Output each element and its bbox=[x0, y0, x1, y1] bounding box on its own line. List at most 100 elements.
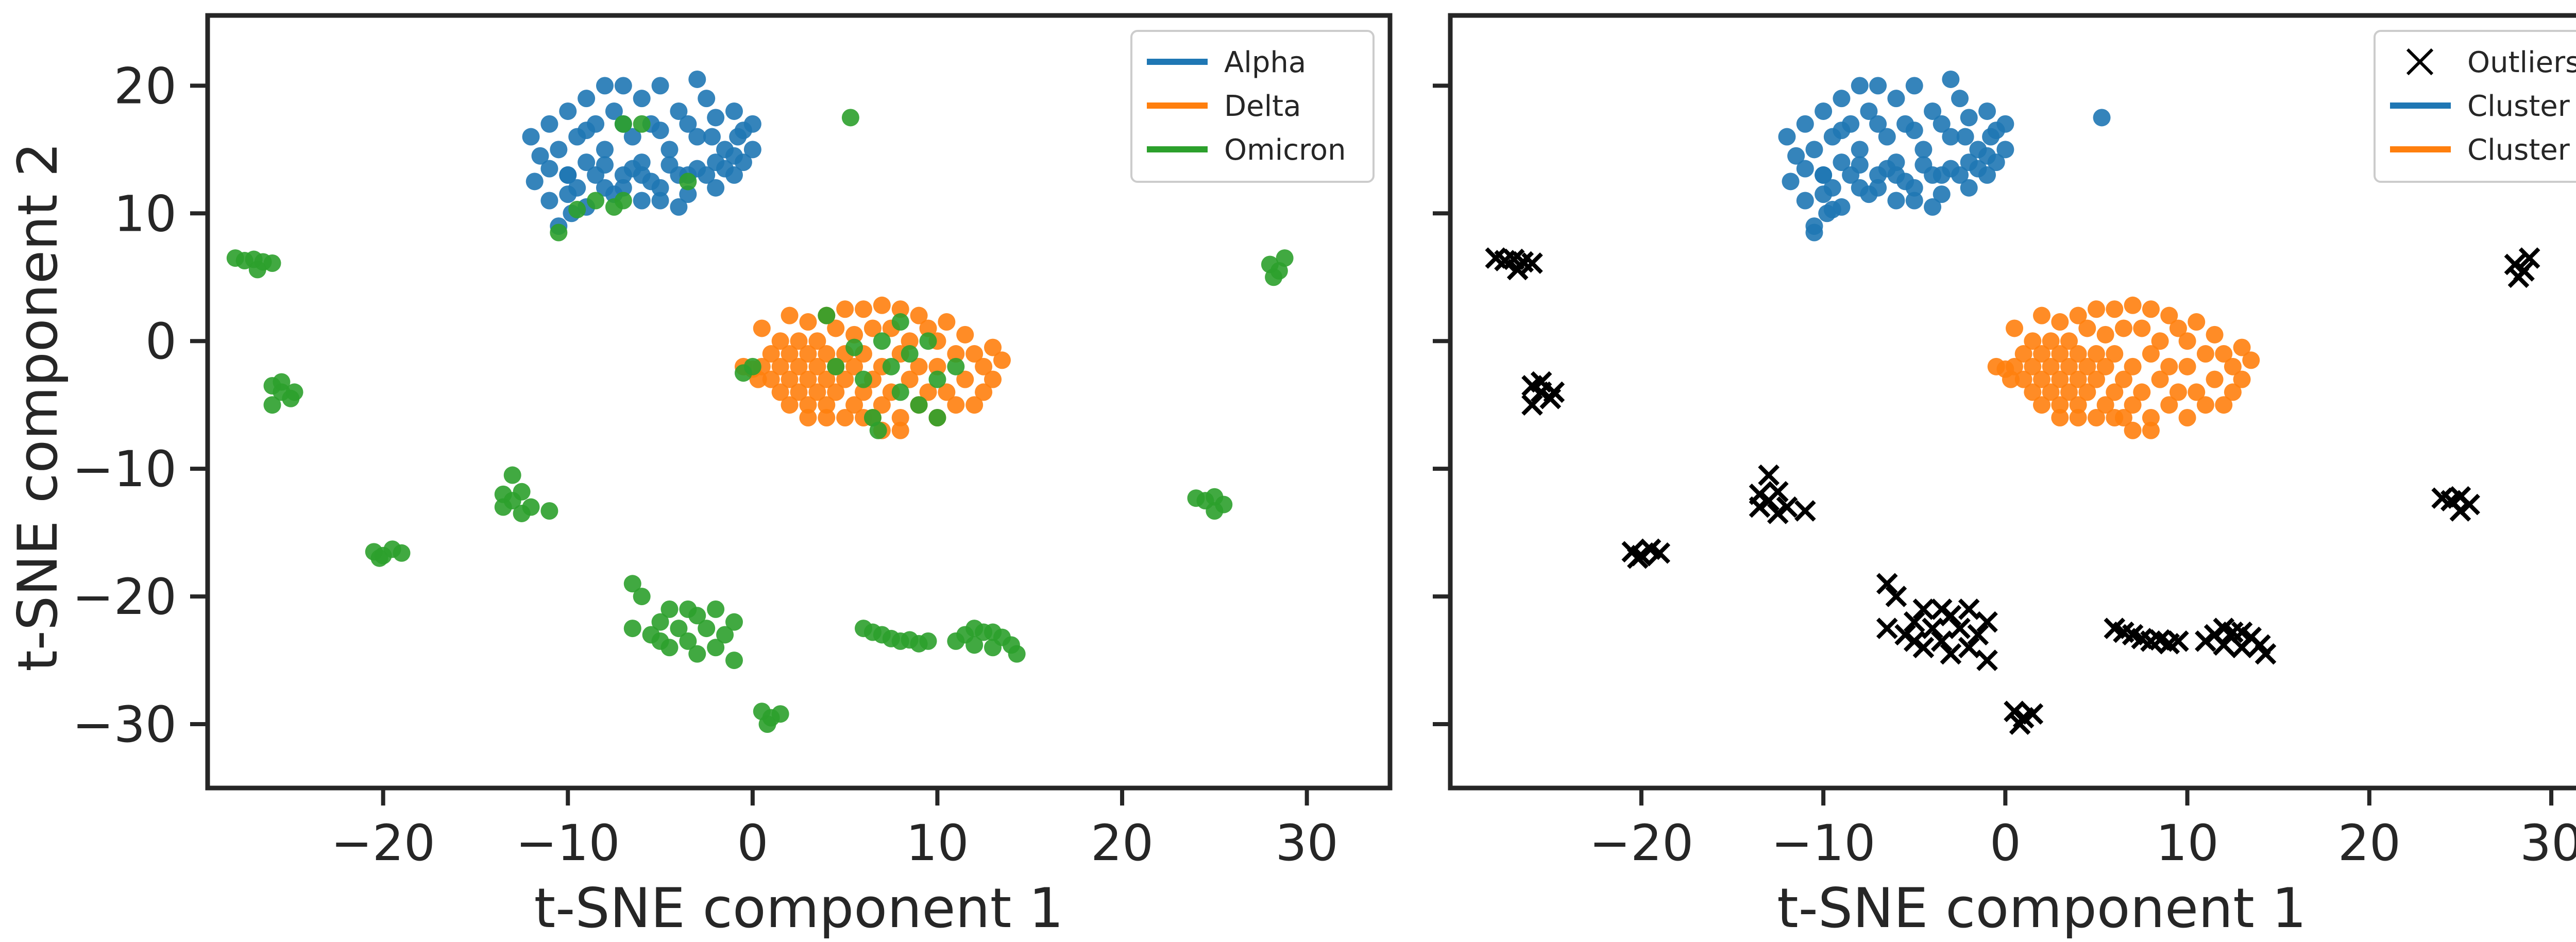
right-point-cluster-0-51 bbox=[1978, 147, 1996, 165]
right-point-outliers-64 bbox=[2231, 621, 2253, 643]
right-point-cluster-0-35 bbox=[1996, 141, 2014, 159]
right-x-tick-label-2: 0 bbox=[1990, 814, 2021, 872]
left-point-omicron-31 bbox=[670, 620, 688, 638]
left-y-tick-label-5: −30 bbox=[72, 696, 177, 753]
right-point-cluster-0-20 bbox=[1905, 192, 1923, 210]
left-point-omicron-35 bbox=[707, 639, 725, 657]
left-point-delta-61 bbox=[938, 313, 956, 331]
right-point-outliers-43 bbox=[1976, 649, 1998, 671]
right-point-cluster-1-43 bbox=[2124, 357, 2142, 375]
left-point-omicron-64 bbox=[984, 623, 1002, 641]
right-point-cluster-0-12 bbox=[1860, 102, 1878, 120]
right-point-outliers-40 bbox=[1930, 598, 1953, 620]
left-point-delta-35 bbox=[845, 396, 863, 414]
left-point-alpha-28 bbox=[707, 109, 725, 127]
left-point-alpha-42 bbox=[633, 192, 651, 210]
left-point-alpha-67 bbox=[679, 115, 697, 133]
left-point-delta-6 bbox=[781, 306, 799, 324]
left-point-delta-23 bbox=[818, 370, 836, 388]
right-point-cluster-1-1 bbox=[2014, 345, 2032, 363]
left-point-omicron-58 bbox=[965, 636, 984, 654]
left-point-delta-34 bbox=[845, 357, 863, 375]
right-legend-label-cluster-1: Cluster 1 bbox=[2467, 133, 2576, 167]
right-point-outliers-23 bbox=[1749, 496, 1771, 518]
right-point-cluster-1-16 bbox=[2051, 396, 2069, 414]
left-point-omicron-26 bbox=[633, 588, 651, 606]
left-point-omicron-27 bbox=[623, 620, 641, 638]
left-point-alpha-37 bbox=[540, 192, 558, 210]
right-point-outliers-73 bbox=[2518, 247, 2540, 269]
left-point-alpha-3 bbox=[550, 141, 568, 159]
right-point-cluster-1-15 bbox=[2051, 370, 2069, 388]
right-point-cluster-1-10 bbox=[2042, 332, 2060, 350]
right-point-cluster-1-49 bbox=[2142, 345, 2160, 363]
left-point-delta-18 bbox=[808, 332, 826, 350]
left-scatter-points bbox=[226, 70, 1294, 733]
left-point-omicron-38 bbox=[716, 626, 734, 644]
left-point-alpha-43 bbox=[670, 198, 688, 216]
left-point-alpha-34 bbox=[743, 115, 761, 133]
right-point-cluster-0-16 bbox=[1887, 90, 1905, 108]
left-point-delta-13 bbox=[799, 313, 817, 331]
left-point-delta-25 bbox=[818, 408, 836, 426]
left-point-delta-52 bbox=[901, 370, 919, 388]
right-y-ticks bbox=[1433, 83, 1450, 727]
left-point-delta-70 bbox=[975, 383, 993, 401]
left-legend-box bbox=[1130, 30, 1375, 183]
right-point-cluster-0-72 bbox=[1823, 200, 1841, 218]
left-point-alpha-54 bbox=[568, 179, 586, 197]
left-point-omicron-89 bbox=[873, 332, 891, 350]
left-y-tick-label-2: 0 bbox=[145, 313, 177, 370]
right-point-cluster-1-18 bbox=[2060, 332, 2078, 350]
right-point-cluster-1-68 bbox=[2215, 396, 2233, 414]
left-point-omicron-74 bbox=[1265, 268, 1283, 286]
left-point-omicron-16 bbox=[370, 549, 388, 567]
left-point-omicron-85 bbox=[827, 357, 845, 375]
left-point-delta-51 bbox=[901, 332, 919, 350]
left-y-tick-label-0: 20 bbox=[114, 57, 177, 115]
right-point-cluster-1-5 bbox=[2024, 383, 2042, 401]
left-point-omicron-11 bbox=[285, 383, 303, 401]
left-point-alpha-58 bbox=[698, 166, 716, 184]
left-point-omicron-97 bbox=[928, 408, 946, 426]
right-point-cluster-1-66 bbox=[2206, 370, 2224, 388]
left-point-alpha-12 bbox=[605, 102, 623, 120]
left-point-delta-64 bbox=[947, 396, 965, 414]
right-point-outliers-27 bbox=[1876, 618, 1898, 639]
left-point-omicron-4 bbox=[263, 254, 281, 272]
right-point-outliers-58 bbox=[2213, 634, 2235, 656]
right-point-cluster-0-28 bbox=[1960, 109, 1978, 127]
right-point-cluster-1-67 bbox=[2215, 345, 2233, 363]
right-point-cluster-1-0 bbox=[2006, 319, 2024, 337]
left-point-delta-66 bbox=[956, 370, 974, 388]
right-point-cluster-1-52 bbox=[2151, 370, 2169, 388]
left-point-delta-0 bbox=[753, 319, 771, 337]
right-x-axis-label: t-SNE component 1 bbox=[1777, 877, 2307, 940]
right-point-cluster-1-24 bbox=[2069, 396, 2087, 414]
left-point-delta-59 bbox=[928, 357, 946, 375]
left-point-alpha-62 bbox=[540, 160, 558, 178]
left-point-alpha-25 bbox=[688, 128, 706, 146]
right-point-cluster-1-71 bbox=[2233, 338, 2251, 356]
left-point-omicron-98 bbox=[947, 357, 965, 375]
right-point-cluster-0-10 bbox=[1851, 77, 1869, 95]
left-point-delta-57 bbox=[919, 383, 937, 401]
right-point-cluster-1-77 bbox=[2002, 370, 2020, 388]
left-point-alpha-1 bbox=[531, 147, 549, 165]
left-point-delta-12 bbox=[790, 383, 808, 401]
left-point-alpha-20 bbox=[651, 192, 669, 210]
right-point-cluster-0-37 bbox=[1796, 192, 1814, 210]
right-point-cluster-1-35 bbox=[2096, 396, 2114, 414]
left-y-tick-label-4: −20 bbox=[72, 568, 177, 626]
left-point-alpha-66 bbox=[651, 122, 669, 140]
left-point-omicron-55 bbox=[919, 632, 937, 650]
right-point-outliers-19 bbox=[1767, 481, 1789, 503]
right-point-cluster-1-78 bbox=[2114, 408, 2132, 426]
right-point-cluster-1-42 bbox=[2124, 296, 2142, 314]
right-point-cluster-1-17 bbox=[2051, 408, 2069, 426]
left-point-omicron-73 bbox=[1276, 249, 1294, 267]
left-panel: 20 10 0 −10 −20 −30 −20 −10 0 10 20 30 t-SNE compo… bbox=[6, 13, 1393, 940]
right-x-tick-label-5: 30 bbox=[2520, 814, 2576, 872]
right-point-cluster-0-60 bbox=[1887, 153, 1905, 172]
right-point-cluster-1-8 bbox=[2033, 370, 2050, 388]
